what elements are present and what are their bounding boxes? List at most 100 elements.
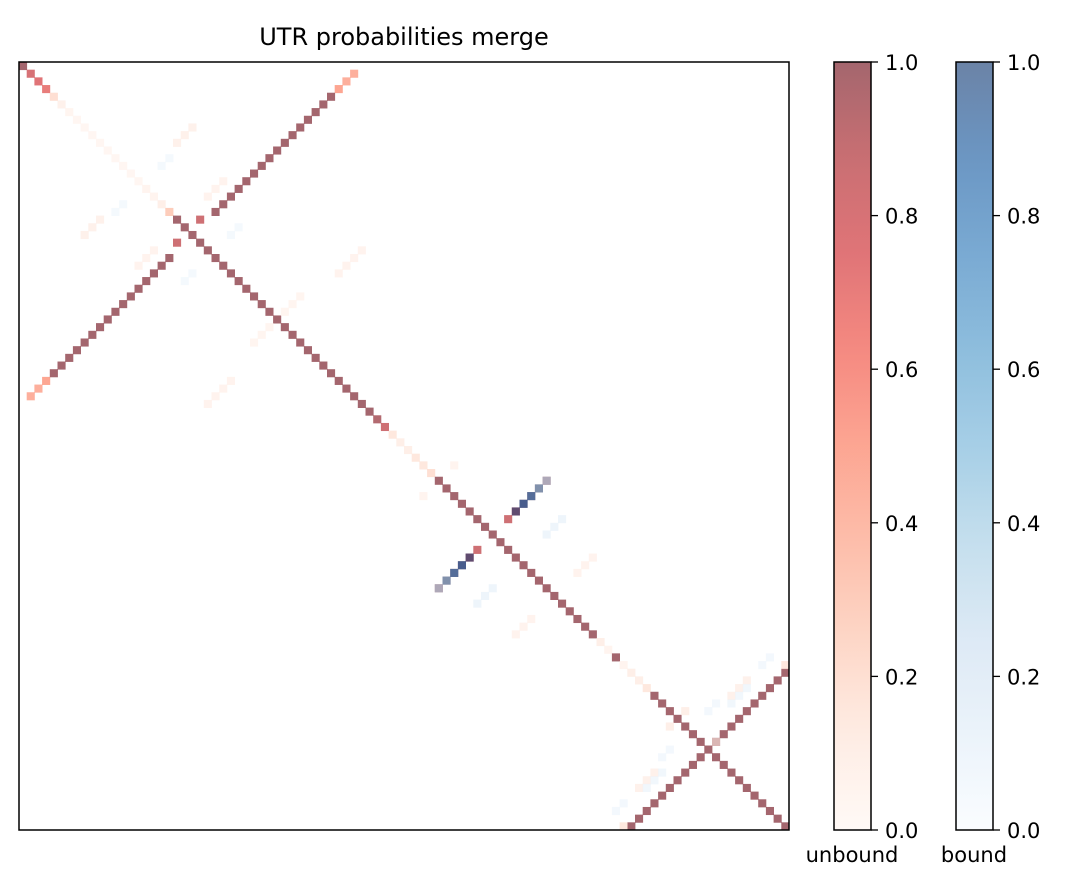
bound-cell (519, 499, 528, 508)
unbound-cell (34, 77, 43, 86)
unbound-cell (473, 545, 482, 554)
unbound-cell (450, 492, 459, 501)
unbound-cell (650, 799, 659, 808)
unbound-cell (280, 307, 289, 316)
unbound-cell (250, 338, 259, 347)
unbound-cell (311, 108, 320, 117)
unbound-cell (103, 146, 112, 155)
unbound-cell (635, 814, 644, 823)
unbound-cell (72, 115, 81, 124)
bound-cell (119, 200, 128, 209)
unbound-cell (388, 430, 397, 439)
unbound-cell (327, 92, 336, 101)
unbound-cell (188, 230, 197, 240)
unbound-cell (265, 307, 274, 316)
unbound-cell (627, 822, 636, 831)
unbound-cell (265, 154, 274, 163)
colorbar-unbound-label: unbound (806, 843, 899, 867)
bound-cell (665, 745, 674, 754)
unbound-cell (149, 246, 158, 255)
unbound-cell (211, 184, 220, 193)
unbound-cell (712, 753, 721, 762)
bound-cell (165, 154, 174, 163)
unbound-cell (465, 507, 474, 516)
unbound-cell (765, 684, 774, 693)
unbound-cell (280, 323, 289, 332)
unbound-cell (735, 776, 744, 785)
bound-cell (558, 515, 567, 524)
bound-cell (157, 161, 166, 170)
unbound-cell (142, 277, 151, 286)
unbound-cell (157, 261, 166, 270)
unbound-cell (26, 69, 35, 78)
unbound-cell (180, 223, 189, 232)
unbound-cell (581, 561, 590, 570)
colorbar-bound-fill (956, 62, 993, 830)
bound-cell (511, 507, 520, 516)
unbound-cell (473, 515, 482, 524)
bound-cell (758, 661, 767, 670)
colorbar-bound-tick-label: 0.4 (1007, 512, 1040, 536)
unbound-cell (596, 638, 605, 647)
bound-cell (542, 476, 551, 485)
unbound-cell (627, 668, 636, 677)
unbound-cell (257, 330, 266, 339)
unbound-cell (781, 668, 790, 677)
bound-cell (619, 799, 628, 808)
unbound-cell (773, 676, 782, 685)
unbound-cell (96, 215, 105, 224)
unbound-cell (65, 108, 74, 117)
unbound-cell (350, 392, 359, 401)
unbound-cell (681, 722, 690, 731)
unbound-cell (342, 77, 351, 86)
unbound-cell (396, 438, 405, 447)
bound-cell (611, 806, 620, 816)
unbound-cell (126, 292, 135, 301)
unbound-cell (642, 684, 651, 693)
unbound-cell (342, 261, 351, 270)
unbound-cell (273, 146, 282, 155)
colorbar-bound-tick-label: 0.0 (1007, 819, 1040, 843)
unbound-cell (619, 661, 628, 670)
colorbar-unbound-tick-label: 1.0 (885, 51, 918, 75)
bound-cell (765, 653, 774, 662)
unbound-cell (765, 806, 774, 816)
unbound-cell (773, 814, 782, 823)
unbound-cell (573, 568, 582, 577)
bound-cell (481, 591, 490, 600)
unbound-cell (727, 722, 736, 731)
unbound-cell (26, 392, 35, 401)
unbound-cell (165, 254, 174, 263)
unbound-cell (642, 776, 651, 785)
unbound-cell (49, 92, 58, 101)
unbound-cell (211, 207, 220, 216)
bound-cell (465, 553, 474, 562)
unbound-cell (126, 169, 135, 178)
colorbar-bound-tick-label: 0.8 (1007, 205, 1040, 229)
unbound-cell (34, 384, 43, 393)
unbound-cell (504, 515, 513, 524)
colorbar-bound: 0.0 0.2 0.4 0.6 0.8 1.0 bound (941, 51, 1040, 867)
unbound-cell (80, 123, 89, 132)
bound-cell (180, 277, 189, 286)
bound-cell (727, 699, 736, 708)
unbound-cell (519, 622, 528, 631)
bound-cell (712, 699, 721, 708)
unbound-cell (72, 346, 81, 355)
unbound-cell (203, 192, 212, 201)
unbound-cell (219, 177, 228, 186)
bound-cell (642, 783, 651, 792)
unbound-cell (303, 115, 312, 124)
unbound-cell (504, 545, 513, 554)
unbound-cell (49, 369, 58, 378)
unbound-cell (173, 238, 182, 247)
unbound-cell (57, 361, 66, 370)
unbound-cell (57, 100, 66, 109)
unbound-cell (173, 138, 182, 147)
unbound-cell (242, 177, 251, 186)
unbound-cell (134, 284, 143, 293)
unbound-cell (650, 768, 659, 777)
bound-cell (234, 223, 243, 232)
bound-cell (188, 269, 197, 278)
